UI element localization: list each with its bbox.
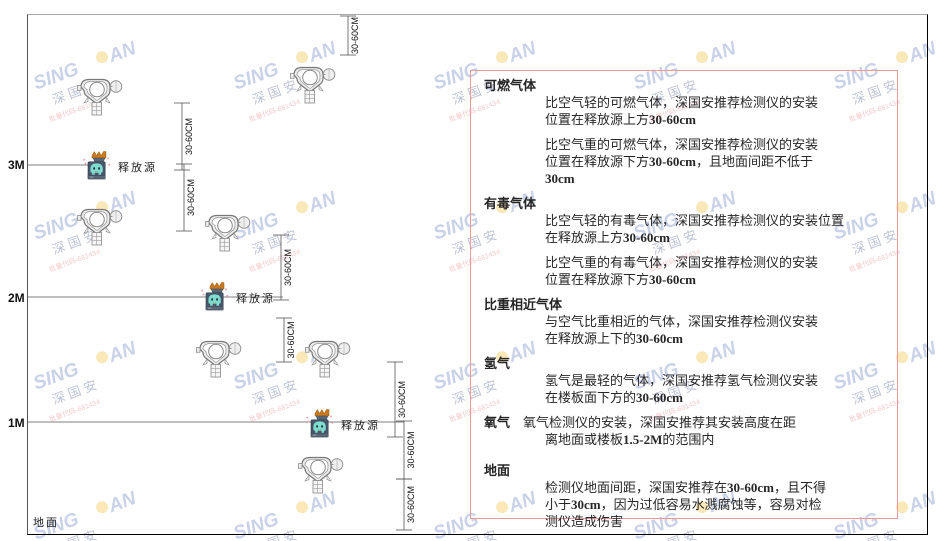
svg-text:30-60CM: 30-60CM <box>406 431 416 468</box>
svg-text:30-60CM: 30-60CM <box>286 321 296 358</box>
svg-text:30-60CM: 30-60CM <box>397 381 407 418</box>
svg-text:30-60CM: 30-60CM <box>350 17 360 54</box>
svg-text:30-60CM: 30-60CM <box>186 179 196 216</box>
svg-text:30-60CM: 30-60CM <box>406 486 416 523</box>
svg-text:30-60CM: 30-60CM <box>184 118 194 155</box>
svg-text:30-60CM: 30-60CM <box>283 249 293 286</box>
